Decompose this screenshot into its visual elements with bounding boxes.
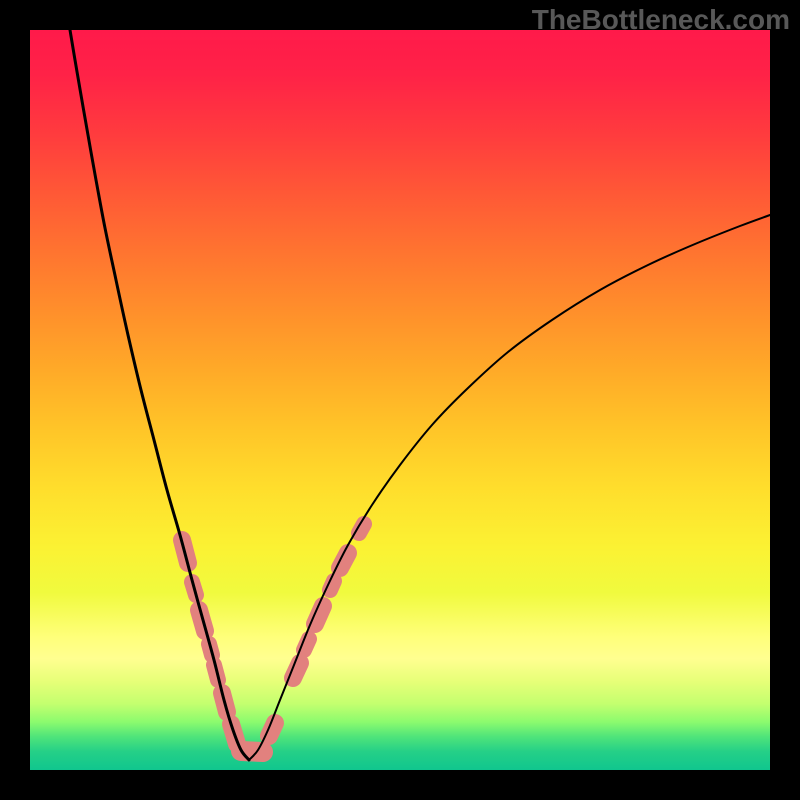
data-point-marker xyxy=(340,553,348,568)
bottleneck-chart-svg xyxy=(0,0,800,800)
bottleneck-chart-container: TheBottleneck.com xyxy=(0,0,800,800)
watermark-text: TheBottleneck.com xyxy=(532,4,790,36)
data-point-marker xyxy=(304,639,309,650)
chart-background-gradient xyxy=(30,30,770,770)
data-point-marker xyxy=(241,751,263,752)
data-point-marker xyxy=(330,581,334,590)
